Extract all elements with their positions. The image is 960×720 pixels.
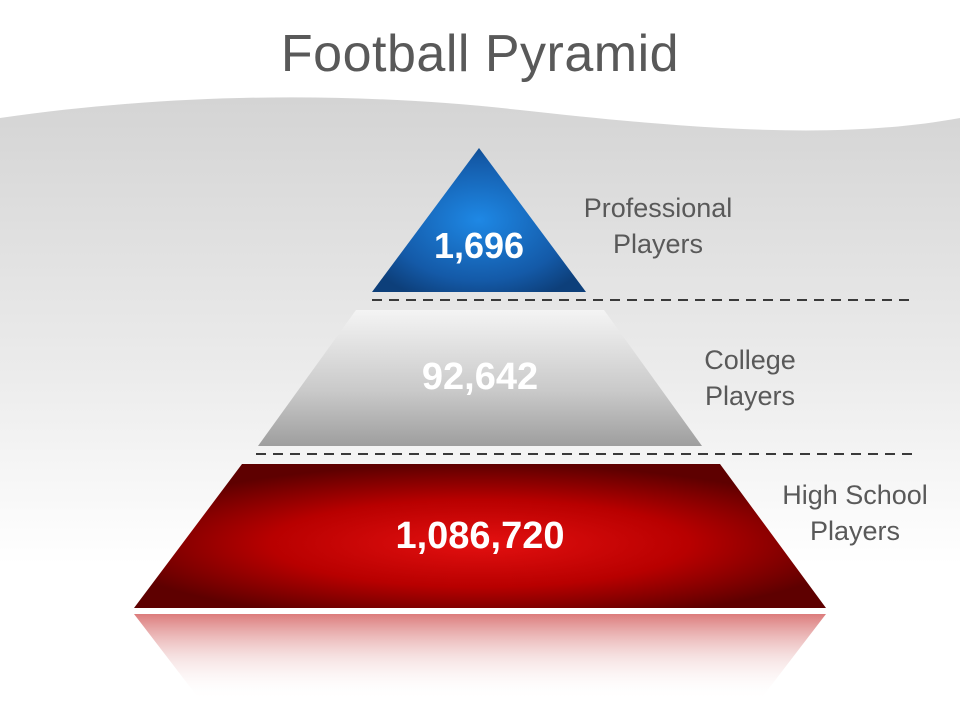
tier-high-school-label-line1: High School <box>782 480 928 510</box>
tier-professional-value: 1,696 <box>433 225 525 266</box>
tier-high-school-reflection <box>134 614 826 700</box>
tier-college-value: 92,642 <box>421 356 539 398</box>
tier-high-school-value: 1,086,720 <box>395 515 565 557</box>
tier-professional-label-line2: Players <box>612 229 704 259</box>
tier-high-school-label-line2: Players <box>809 516 901 546</box>
page-title: Football Pyramid <box>280 25 680 83</box>
tier-college-label-line1: College <box>704 345 796 375</box>
tier-college-label: College Players <box>670 342 830 414</box>
tier-professional-label-line1: Professional <box>583 193 733 223</box>
tier-college-label-line2: Players <box>704 381 796 411</box>
tier-professional-label: Professional Players <box>568 190 748 262</box>
tier-college-shape <box>258 310 702 446</box>
tier-professional-shape <box>372 148 586 292</box>
tier-high-school-shape <box>134 464 826 608</box>
tier-high-school-label: High School Players <box>770 477 940 549</box>
